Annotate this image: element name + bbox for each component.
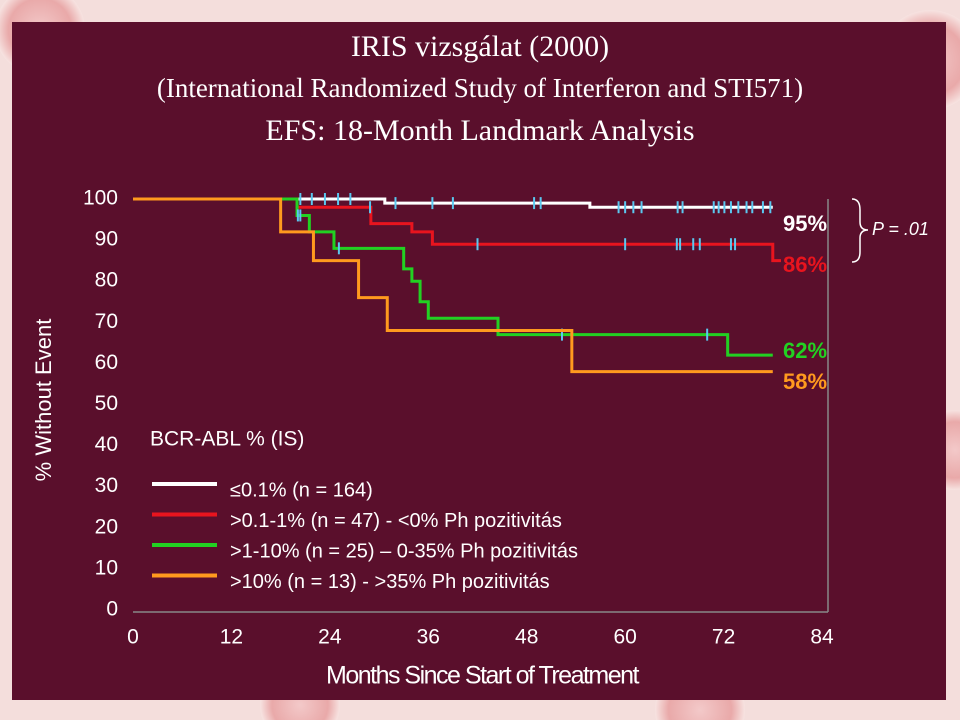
y-tick-label: 0	[106, 598, 118, 621]
end-label: 62%	[783, 338, 827, 363]
end-label: 95%	[783, 211, 827, 236]
y-tick-label: 50	[95, 392, 118, 415]
x-tick-label: 12	[220, 626, 243, 649]
subtitle: EFS: 18-Month Landmark Analysis	[265, 114, 694, 147]
x-tick-label: 48	[515, 626, 538, 649]
panel	[12, 22, 946, 700]
brace	[851, 198, 869, 263]
legend-label: >0.1-1% (n = 47) - <0% Ph pozitivitás	[230, 510, 562, 532]
x-tick-label: 60	[613, 626, 636, 649]
end-label: 58%	[783, 369, 827, 394]
legend-title: BCR-ABL % (IS)	[150, 428, 304, 451]
legend-label: >1-10% (n = 25) – 0-35% Ph pozitivitás	[230, 540, 578, 562]
y-tick-label: 80	[95, 269, 118, 292]
y-tick-label: 60	[95, 351, 118, 374]
y-tick-label: 90	[95, 228, 118, 251]
y-axis-label: % Without Event	[31, 319, 56, 482]
y-tick-label: 10	[95, 556, 118, 579]
y-tick-label: 30	[95, 474, 118, 497]
km-curve	[133, 197, 773, 209]
x-axis-label: Months Since Start of Treatment	[326, 662, 640, 690]
legend-label: ≤0.1% (n = 164)	[230, 479, 373, 501]
y-tick-label: 100	[83, 187, 118, 210]
x-tick-label: 24	[318, 626, 342, 649]
x-tick-label: 36	[417, 626, 440, 649]
legend-label: >10% (n = 13) - >35% Ph pozitivitás	[230, 571, 550, 593]
p-value: P = .01	[872, 219, 929, 239]
title: IRIS vizsgálat (2000)	[351, 30, 609, 63]
x-tick-label: 0	[127, 626, 139, 649]
x-tick-label: 84	[810, 626, 834, 649]
end-label: 86%	[783, 252, 827, 277]
y-tick-label: 70	[95, 310, 118, 333]
km-curve	[133, 197, 773, 374]
y-tick-label: 20	[95, 515, 118, 538]
y-tick-label: 40	[95, 433, 118, 456]
subtitle: (International Randomized Study of Inter…	[157, 73, 803, 103]
x-tick-label: 72	[712, 626, 735, 649]
